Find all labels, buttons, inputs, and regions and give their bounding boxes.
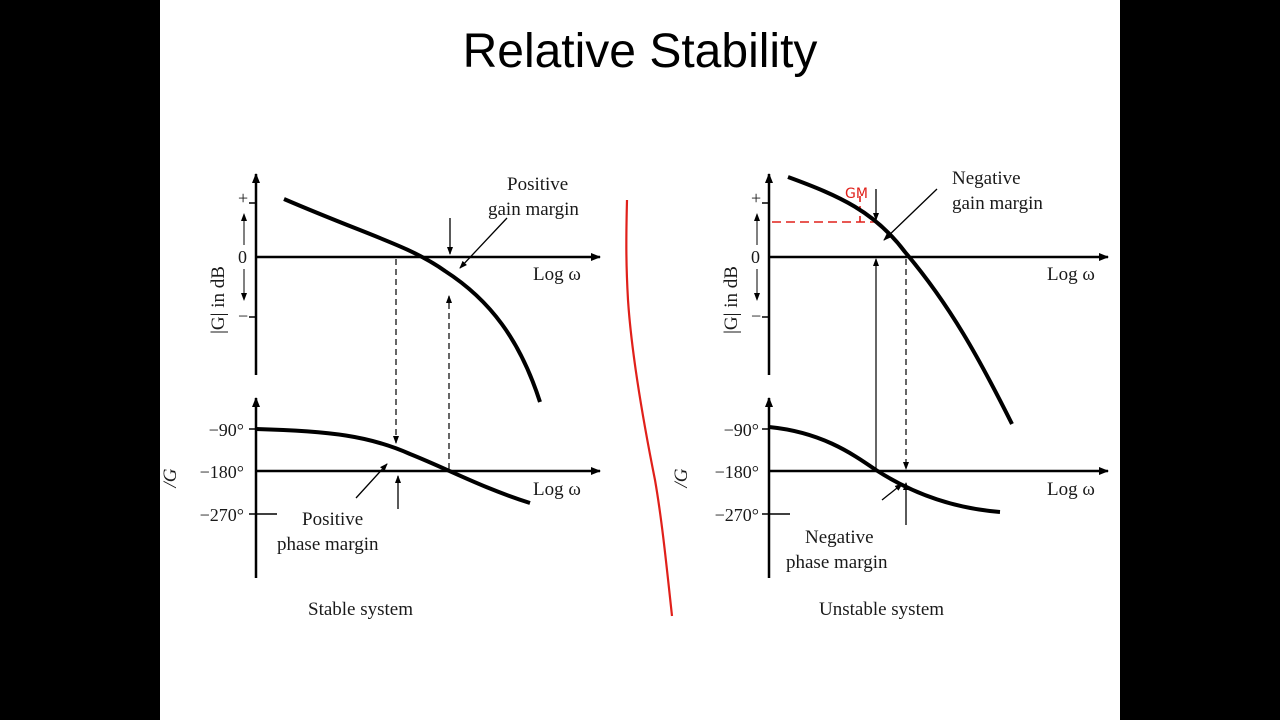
unstable-mag-axis-label: |G| in dB [721, 266, 742, 334]
stable-deg-90: −90° [209, 420, 244, 440]
stable-magnitude-curve [283, 197, 542, 403]
stable-mag-log-omega: Log ω [533, 264, 581, 285]
handwritten-gm-note: GM [845, 186, 868, 202]
slide: Relative Stability + 0 − |G| in dB Log ω [160, 0, 1120, 720]
stable-zero-label: 0 [238, 247, 247, 267]
stable-phase-margin-label-2: phase margin [277, 534, 379, 555]
stable-mag-axis-label: |G| in dB [208, 266, 229, 334]
unstable-deg-180: −180° [715, 462, 759, 482]
unstable-gain-margin-label-1: Negative [952, 168, 1021, 189]
unstable-phase-margin-label-1: Negative [805, 527, 874, 548]
stable-phase-curve [255, 427, 531, 505]
unstable-deg-270: −270° [715, 505, 759, 525]
red-divider-stroke [625, 199, 674, 617]
stable-plus-label: + [238, 188, 248, 208]
unstable-phase-margin-label-2: phase margin [786, 552, 888, 573]
unstable-minus-label: − [751, 306, 761, 326]
stable-gain-margin-label-1: Positive [507, 174, 568, 195]
stable-system-diagram: + 0 − |G| in dB Log ω Positive gain marg… [160, 173, 601, 620]
unstable-mag-log-omega: Log ω [1047, 264, 1095, 285]
stable-caption: Stable system [308, 599, 413, 620]
stable-minus-label: − [238, 306, 248, 326]
stable-phase-axis-label: /G [160, 468, 181, 488]
stable-deg-270: −270° [200, 505, 244, 525]
unstable-system-diagram: + 0 − |G| in dB Log ω GM Negative gain m… [671, 168, 1109, 620]
stable-phase-margin-label-1: Positive [302, 509, 363, 530]
unstable-phase-axis-label: /G [671, 468, 692, 488]
bode-diagrams: + 0 − |G| in dB Log ω Positive gain marg… [160, 168, 1109, 620]
unstable-zero-label: 0 [751, 247, 760, 267]
unstable-magnitude-curve [787, 175, 1014, 425]
stable-gain-margin-label-2: gain margin [488, 199, 579, 220]
stable-phase-log-omega: Log ω [533, 479, 581, 500]
unstable-deg-90: −90° [724, 420, 759, 440]
unstable-plus-label: + [751, 188, 761, 208]
slide-title: Relative Stability [462, 25, 818, 78]
unstable-phase-curve [768, 425, 1001, 514]
stable-deg-180: −180° [200, 462, 244, 482]
unstable-phase-log-omega: Log ω [1047, 479, 1095, 500]
unstable-caption: Unstable system [819, 599, 944, 620]
unstable-gain-margin-label-2: gain margin [952, 193, 1043, 214]
